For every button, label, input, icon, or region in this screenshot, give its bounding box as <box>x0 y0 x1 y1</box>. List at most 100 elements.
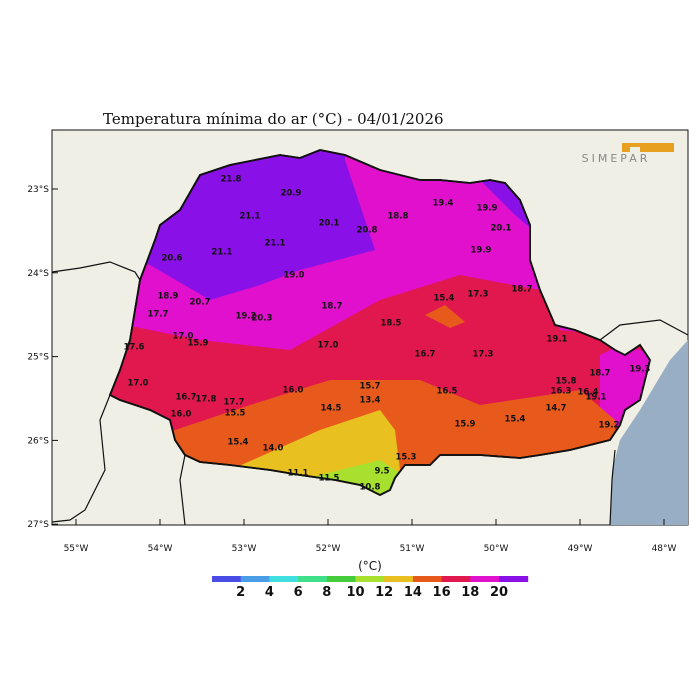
station-value: 10.8 <box>360 483 381 493</box>
colorbar-segment <box>326 576 356 582</box>
colorbar-segment <box>298 576 328 582</box>
map-title: Temperatura mínima do ar (°C) - 04/01/20… <box>103 110 444 128</box>
station-value: 15.4 <box>434 294 455 304</box>
station-value: 17.7 <box>224 398 245 408</box>
station-value: 18.7 <box>322 302 343 312</box>
colorbar-segment <box>269 576 299 582</box>
station-value: 17.3 <box>468 290 489 300</box>
station-value: 21.1 <box>212 248 233 258</box>
colorbar-segment <box>499 576 529 582</box>
lat-label: 27°S <box>27 520 49 530</box>
lat-label: 26°S <box>27 436 49 446</box>
lon-label: 49°W <box>568 544 593 554</box>
logo-text: SIMEPAR <box>582 152 651 165</box>
colorbar-segment <box>384 576 414 582</box>
station-value: 17.7 <box>148 310 169 320</box>
colorbar-label: 6 <box>294 585 303 600</box>
station-value: 18.5 <box>381 319 402 329</box>
station-value: 17.3 <box>473 350 494 360</box>
station-value: 16.5 <box>437 387 458 397</box>
colorbar-segment <box>441 576 471 582</box>
colorbar-label: 18 <box>461 585 479 600</box>
station-value: 20.7 <box>190 298 211 308</box>
colorbar-label: 14 <box>404 585 422 600</box>
station-value: 16.7 <box>176 393 197 403</box>
station-value: 20.3 <box>252 314 273 324</box>
station-value: 11.5 <box>319 474 340 484</box>
station-value: 18.7 <box>590 369 611 379</box>
station-value: 19.1 <box>586 393 607 403</box>
station-value: 9.5 <box>374 467 389 477</box>
station-value: 14.5 <box>321 404 342 414</box>
station-value: 14.0 <box>263 444 284 454</box>
station-value: 16.0 <box>283 386 304 396</box>
lon-label: 52°W <box>316 544 341 554</box>
colorbar-label: 2 <box>236 585 245 600</box>
station-value: 15.3 <box>396 453 417 463</box>
colorbar-segment <box>355 576 385 582</box>
borders <box>51 261 689 526</box>
station-value: 13.4 <box>360 396 381 406</box>
station-value: 21.1 <box>240 212 261 222</box>
station-value: 19.2 <box>236 312 257 322</box>
ocean <box>610 340 688 525</box>
station-value: 15.7 <box>360 382 381 392</box>
station-value: 17.0 <box>318 341 339 351</box>
colorbar-segment <box>412 576 443 582</box>
colorbar-segment <box>240 576 270 582</box>
station-value: 15.9 <box>455 420 476 430</box>
station-value: 16.4 <box>578 388 599 398</box>
colorbar-label: 4 <box>265 585 274 600</box>
station-value: 17.0 <box>128 379 149 389</box>
station-value: 20.8 <box>357 226 378 236</box>
station-value: 15.8 <box>556 377 577 387</box>
station-value: 16.7 <box>415 350 436 360</box>
lat-label: 23°S <box>27 185 49 195</box>
lat-label: 24°S <box>27 269 49 279</box>
lon-label: 48°W <box>652 544 677 554</box>
station-value: 19.2 <box>599 421 620 431</box>
lat-label: 25°S <box>27 353 49 363</box>
station-value: 20.1 <box>319 219 340 229</box>
station-value: 15.9 <box>188 339 209 349</box>
station-value: 20.6 <box>162 254 183 264</box>
lon-label: 53°W <box>232 544 257 554</box>
station-value: 17.6 <box>124 343 145 353</box>
colorbar-label: 10 <box>346 585 364 600</box>
station-value: 18.9 <box>158 292 179 302</box>
station-value: 11.1 <box>288 469 309 479</box>
colorbar-segment <box>212 576 242 582</box>
station-value: 20.1 <box>491 224 512 234</box>
station-value: 19.9 <box>477 204 498 214</box>
station-value: 15.4 <box>505 415 526 425</box>
station-value: 21.1 <box>265 239 286 249</box>
station-value: 15.4 <box>228 438 249 448</box>
colorbar-segment <box>470 576 500 582</box>
lon-label: 50°W <box>484 544 509 554</box>
colorbar-label: 16 <box>433 585 451 600</box>
station-value: 17.8 <box>196 395 217 405</box>
legend-unit: (°C) <box>358 559 382 573</box>
station-value: 19.1 <box>547 335 568 345</box>
station-value: 16.0 <box>171 410 192 420</box>
station-value: 19.0 <box>284 271 305 281</box>
lon-label: 54°W <box>148 544 173 554</box>
state-outline <box>108 149 651 497</box>
colorbar-label: 8 <box>322 585 331 600</box>
lon-label: 51°W <box>400 544 425 554</box>
colorbar-label: 12 <box>375 585 393 600</box>
station-value: 18.8 <box>388 212 409 222</box>
station-value: 21.8 <box>221 175 242 185</box>
station-value: 19.4 <box>433 199 454 209</box>
station-value: 18.7 <box>512 285 533 295</box>
station-value: 15.5 <box>225 409 246 419</box>
station-value: 20.9 <box>281 189 302 199</box>
logo: SIMEPAR <box>582 143 674 165</box>
station-value: 17.0 <box>173 332 194 342</box>
station-value: 16.3 <box>551 387 572 397</box>
station-value: 19.3 <box>630 365 651 375</box>
station-value: 14.7 <box>546 404 567 414</box>
station-value: 19.9 <box>471 246 492 256</box>
lon-label: 55°W <box>64 544 89 554</box>
